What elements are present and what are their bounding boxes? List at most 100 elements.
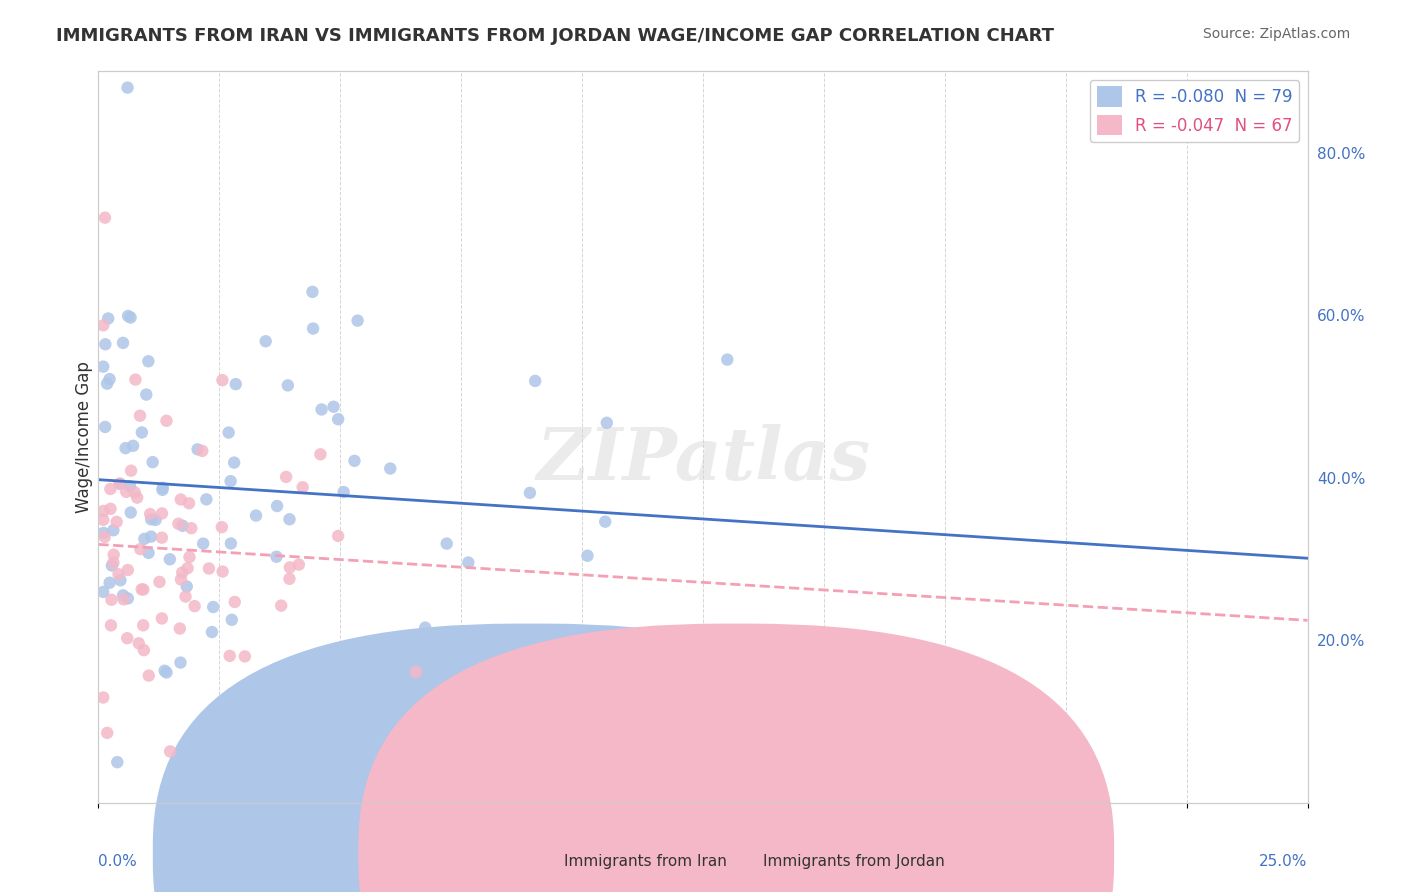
Point [183,599,205,614]
Point [142,455,165,469]
Point [152,483,174,497]
Point [172,518,194,533]
Point [107,567,129,582]
Point [172,566,194,580]
Point [114,441,136,455]
Point [457,556,479,570]
Point [145,513,167,527]
Point [103,548,125,562]
Point [117,631,139,645]
Point [311,402,333,417]
Point [101,558,124,573]
Point [103,523,125,537]
Point [380,461,402,475]
Point [152,481,174,495]
Point [176,561,198,575]
Point [524,374,547,388]
Point [346,313,368,327]
Point [576,549,599,563]
Point [105,515,128,529]
Point [120,479,142,493]
Point [218,425,240,440]
Point [159,552,181,566]
Point [132,643,155,657]
Point [112,335,135,350]
Point [112,592,135,607]
Point [270,599,292,613]
Point [135,387,157,401]
Point [98,482,121,496]
Point [225,377,247,392]
Point [224,456,246,470]
Point [134,532,156,546]
Point [195,492,218,507]
Point [277,378,299,392]
Point [304,696,326,710]
Point [218,648,240,663]
Point [150,531,173,545]
Text: IMMIGRANTS FROM IRAN VS IMMIGRANTS FROM JORDAN WAGE/INCOME GAP CORRELATION CHART: IMMIGRANTS FROM IRAN VS IMMIGRANTS FROM … [56,27,1054,45]
Point [148,574,170,589]
Point [332,485,354,500]
Point [202,600,225,615]
Point [117,80,139,95]
Point [155,414,177,428]
Point [100,618,122,632]
Point [138,668,160,682]
Point [127,491,149,505]
Point [132,582,155,597]
Point [193,536,215,550]
Point [180,521,202,535]
Point [131,582,153,597]
FancyBboxPatch shape [153,624,908,892]
Point [96,726,118,740]
Point [494,636,516,650]
Point [191,444,214,458]
Point [211,565,233,579]
Legend: R = -0.080  N = 79, R = -0.047  N = 67: R = -0.080 N = 79, R = -0.047 N = 67 [1090,79,1299,142]
Point [177,496,200,510]
Point [219,474,242,488]
Point [91,513,114,527]
Point [201,625,224,640]
Point [100,592,122,607]
Point [98,372,121,386]
Text: 0.0%: 0.0% [98,854,138,869]
Point [219,536,242,550]
Point [187,442,209,457]
Point [93,525,115,540]
Point [105,755,128,769]
Point [94,337,117,351]
Point [108,476,131,491]
Point [266,549,288,564]
Point [128,636,150,650]
Point [155,665,177,680]
Point [309,447,332,461]
Point [100,501,122,516]
Point [291,480,314,494]
Point [276,470,298,484]
Point [110,476,132,491]
Point [211,520,233,534]
Point [198,561,221,575]
Point [159,744,181,758]
Point [233,649,256,664]
Text: 25.0%: 25.0% [1260,854,1308,869]
Point [93,504,115,518]
Point [343,454,366,468]
Point [91,359,114,374]
Point [96,376,118,391]
Text: Source: ZipAtlas.com: Source: ZipAtlas.com [1202,27,1350,41]
Text: ZIPatlas: ZIPatlas [536,424,870,494]
Point [139,512,162,526]
Point [278,560,301,574]
Point [103,556,125,570]
Point [593,515,616,529]
Point [94,420,117,434]
Point [120,464,142,478]
Point [139,507,162,521]
Point [110,574,132,588]
Point [150,611,173,625]
Point [115,484,138,499]
Point [405,665,427,679]
